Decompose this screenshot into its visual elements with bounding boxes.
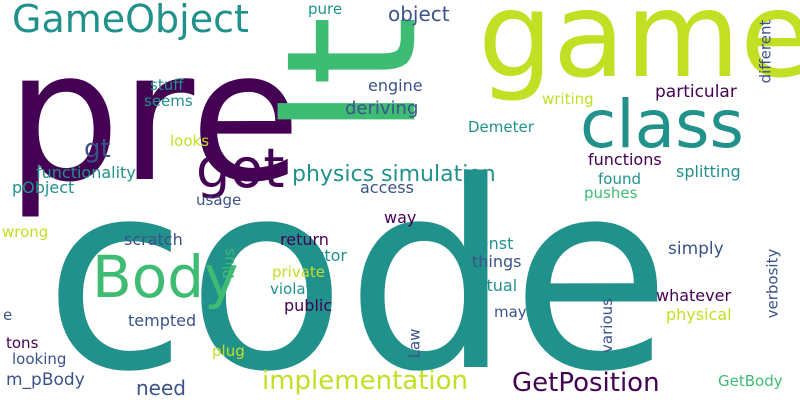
word-private: private — [272, 263, 326, 281]
word-need: need — [136, 376, 186, 400]
word-plug: plug — [212, 342, 245, 360]
word-engine: engine — [368, 76, 423, 95]
word-writing: writing — [542, 90, 594, 108]
word-whatever: whatever — [656, 286, 732, 305]
word-tempted: tempted — [128, 311, 197, 330]
word-plus: Plus — [219, 248, 238, 279]
word-physical: physical — [666, 305, 732, 324]
word-pure: pure — [308, 0, 343, 18]
word-pre: pre — [6, 13, 302, 222]
word-const: const — [470, 234, 514, 253]
word-different: different — [756, 19, 775, 84]
word-e: e — [3, 306, 13, 324]
word-object: object — [388, 2, 450, 26]
word-stuff: stuff — [150, 76, 184, 94]
word-getbody: GetBody — [718, 372, 783, 390]
word-game: game — [478, 0, 800, 104]
word-getposition: GetPosition — [512, 368, 660, 398]
word-found: found — [598, 170, 641, 188]
word-demeter: Demeter — [468, 118, 534, 136]
word-scratch: scratch — [124, 230, 183, 249]
word-pobject: pObject — [12, 178, 75, 197]
word-particular: particular — [655, 82, 737, 102]
word-code: code — [44, 127, 672, 400]
word-usage: usage — [196, 191, 242, 209]
word-virtual: virtual — [466, 276, 518, 295]
word-pushes: pushes — [584, 184, 638, 202]
word-return: return — [280, 230, 329, 249]
word-deriving: deriving — [345, 98, 419, 119]
word-splitting: splitting — [676, 162, 741, 181]
word-verbosity: verbosity — [763, 248, 782, 319]
word-functionality: functionality — [36, 163, 136, 182]
word-way: way — [384, 208, 417, 227]
word-seems: seems — [144, 92, 193, 110]
word-looking: looking — [12, 350, 67, 368]
word-vector: Vector — [296, 246, 347, 265]
word-various: various — [597, 298, 616, 353]
word-things: things — [472, 252, 522, 271]
word-physics-simulation: physics simulation — [292, 162, 496, 187]
word-may: may — [494, 303, 527, 321]
word-body: Body — [92, 243, 239, 311]
word-gt: gt — [84, 134, 111, 164]
word-access: access — [360, 178, 414, 197]
word-simply: simply — [668, 239, 724, 259]
word-wrong: wrong — [2, 223, 49, 241]
word-looks: looks — [170, 132, 210, 150]
word-got: got — [196, 137, 285, 200]
word-functions: functions — [588, 150, 662, 169]
word-public: public — [284, 296, 333, 315]
word-violates: violates — [270, 280, 329, 298]
word-gameobject: GameObject — [12, 0, 249, 41]
word-tons: tons — [6, 334, 39, 352]
word-class: class — [580, 86, 744, 163]
word-m-pbody: m_pBody — [6, 370, 85, 390]
word-law: Law — [405, 328, 424, 359]
word-implementation: implementation — [262, 366, 469, 396]
